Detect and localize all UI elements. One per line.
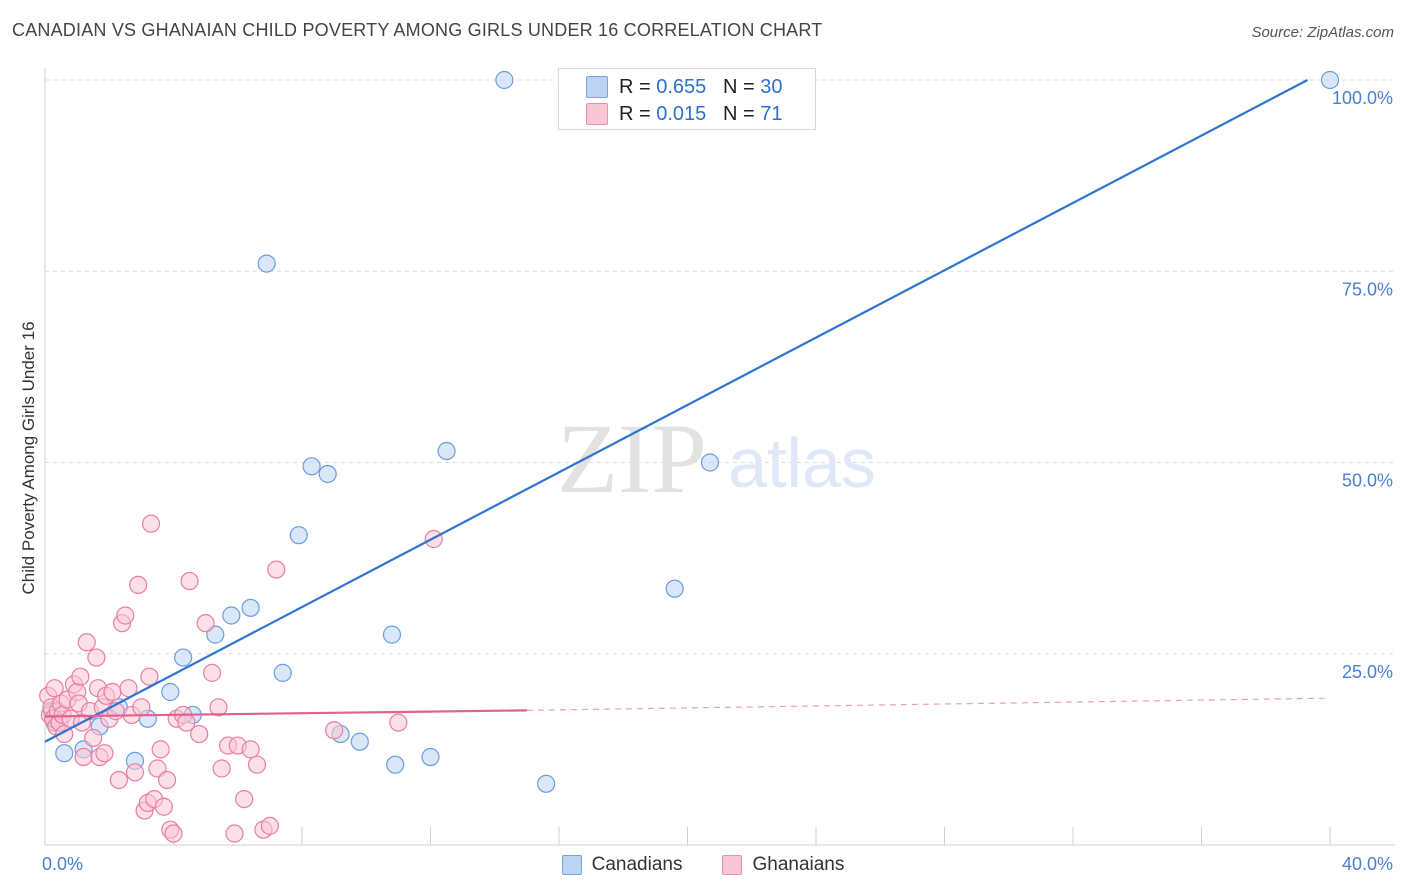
point-canadians-16 <box>289 526 308 545</box>
point-ghanaians-69 <box>389 713 408 732</box>
point-canadians-8 <box>161 682 180 702</box>
point-ghanaians-34 <box>119 679 138 698</box>
point-ghanaians-19 <box>77 633 96 652</box>
point-canadians-26 <box>537 774 556 793</box>
r-label: R = <box>619 102 657 125</box>
x-tick-label-max: 40.0% <box>1342 854 1393 874</box>
point-canadians-24 <box>437 441 456 461</box>
point-ghanaians-46 <box>154 797 173 816</box>
point-canadians-2 <box>55 744 74 763</box>
n-label: N = <box>722 75 761 98</box>
point-canadians-14 <box>257 254 276 273</box>
r-value: 0.015 <box>656 102 707 125</box>
point-ghanaians-55 <box>196 614 215 633</box>
point-ghanaians-68 <box>325 721 344 740</box>
legend-swatch-ghanaians <box>722 855 743 875</box>
n-label: N = <box>722 102 761 125</box>
point-ghanaians-4 <box>45 679 64 698</box>
r-value: 0.655 <box>656 75 707 98</box>
point-ghanaians-16 <box>71 667 90 686</box>
n-value: 30 <box>760 75 783 98</box>
point-ghanaians-26 <box>95 744 114 763</box>
point-ghanaians-56 <box>202 663 222 682</box>
point-canadians-21 <box>386 755 405 774</box>
point-ghanaians-21 <box>84 728 103 748</box>
point-ghanaians-38 <box>132 698 151 717</box>
point-ghanaians-49 <box>164 824 183 843</box>
point-canadians-25 <box>495 70 514 90</box>
trendline-canadians <box>44 79 1309 743</box>
point-canadians-13 <box>241 598 260 617</box>
zipatlas-watermark: ZIP atlas <box>557 403 876 514</box>
stats-swatch-canadians <box>586 76 608 98</box>
y-tick-label-25: 25.0% <box>1342 662 1393 682</box>
chart-title: CANADIAN VS GHANAIAN CHILD POVERTY AMONG… <box>12 20 823 40</box>
trendline-ghanaians <box>44 709 527 718</box>
point-ghanaians-18 <box>74 747 93 767</box>
watermark-zip: ZIP <box>557 403 707 514</box>
point-ghanaians-63 <box>241 740 260 759</box>
point-ghanaians-67 <box>267 560 286 579</box>
n-value: 71 <box>760 102 783 125</box>
stats-legend: R = 0.655 N = 30 R = 0.015 N = 71 <box>558 68 816 130</box>
point-canadians-27 <box>665 579 684 598</box>
stats-text-ghanaians: R = 0.015 N = 71 <box>619 103 782 126</box>
legend-item-ghanaians[interactable]: Ghanaians <box>722 854 844 876</box>
point-canadians-15 <box>273 663 292 682</box>
x-tick-label-min: 0.0% <box>42 854 83 874</box>
point-canadians-29 <box>1320 70 1340 90</box>
legend-label-canadians: Canadians <box>591 854 683 875</box>
y-tick-label-75: 75.0% <box>1342 279 1393 299</box>
tick-labels: 25.0% 50.0% 75.0% 100.0% 0.0% 40.0% <box>42 88 1393 874</box>
y-axis-label: Child Poverty Among Girls Under 16 <box>19 321 38 594</box>
point-ghanaians-37 <box>129 575 148 595</box>
watermark-atlas: atlas <box>728 424 876 502</box>
stats-text-canadians: R = 0.655 N = 30 <box>619 76 782 99</box>
data-points <box>39 70 1340 843</box>
point-ghanaians-42 <box>141 514 161 533</box>
point-canadians-23 <box>421 747 440 767</box>
point-canadians-9 <box>174 648 193 667</box>
point-ghanaians-33 <box>116 606 135 625</box>
point-ghanaians-47 <box>157 770 177 790</box>
point-ghanaians-31 <box>109 770 128 790</box>
stats-swatch-ghanaians <box>586 103 608 125</box>
legend-label-ghanaians: Ghanaians <box>752 854 845 875</box>
legend-item-canadians[interactable]: Canadians <box>561 854 683 876</box>
point-ghanaians-64 <box>247 755 267 774</box>
point-ghanaians-53 <box>180 571 199 591</box>
chart-source: Source: ZipAtlas.com <box>1251 24 1394 41</box>
point-ghanaians-66 <box>260 816 279 835</box>
point-canadians-17 <box>302 457 321 476</box>
y-tick-label-50: 50.0% <box>1342 471 1393 491</box>
point-ghanaians-36 <box>125 763 145 782</box>
point-ghanaians-62 <box>235 789 254 809</box>
point-canadians-28 <box>700 453 720 472</box>
legend-swatch-canadians <box>561 855 582 875</box>
point-canadians-22 <box>382 625 402 644</box>
point-canadians-12 <box>222 606 241 625</box>
point-ghanaians-45 <box>151 740 170 759</box>
point-canadians-20 <box>350 732 369 751</box>
point-ghanaians-57 <box>209 698 228 717</box>
gridlines <box>45 79 1395 655</box>
point-ghanaians-60 <box>225 824 244 843</box>
point-ghanaians-41 <box>140 667 159 686</box>
point-ghanaians-29 <box>103 682 122 702</box>
r-label: R = <box>619 75 657 98</box>
trendlines <box>44 79 1331 743</box>
series-legend: Canadians Ghanaians <box>0 852 1406 878</box>
axes <box>44 68 1395 846</box>
point-ghanaians-54 <box>190 724 209 744</box>
trendline-ghanaians-extrapolated <box>526 697 1331 711</box>
y-tick-label-100: 100.0% <box>1332 88 1393 108</box>
point-ghanaians-22 <box>87 648 106 667</box>
point-ghanaians-58 <box>212 759 231 778</box>
point-canadians-18 <box>318 464 337 484</box>
